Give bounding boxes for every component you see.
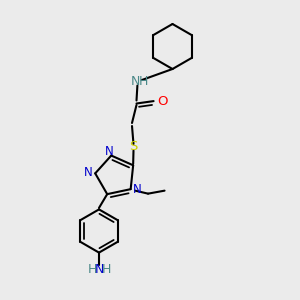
Text: H: H [102, 262, 112, 276]
Text: N: N [130, 75, 140, 88]
Text: O: O [157, 94, 167, 108]
Text: N: N [104, 145, 113, 158]
Text: N: N [95, 262, 104, 276]
Text: S: S [129, 140, 138, 154]
Text: N: N [84, 166, 93, 179]
Text: H: H [88, 262, 97, 276]
Text: H: H [139, 75, 148, 88]
Text: N: N [133, 183, 142, 196]
